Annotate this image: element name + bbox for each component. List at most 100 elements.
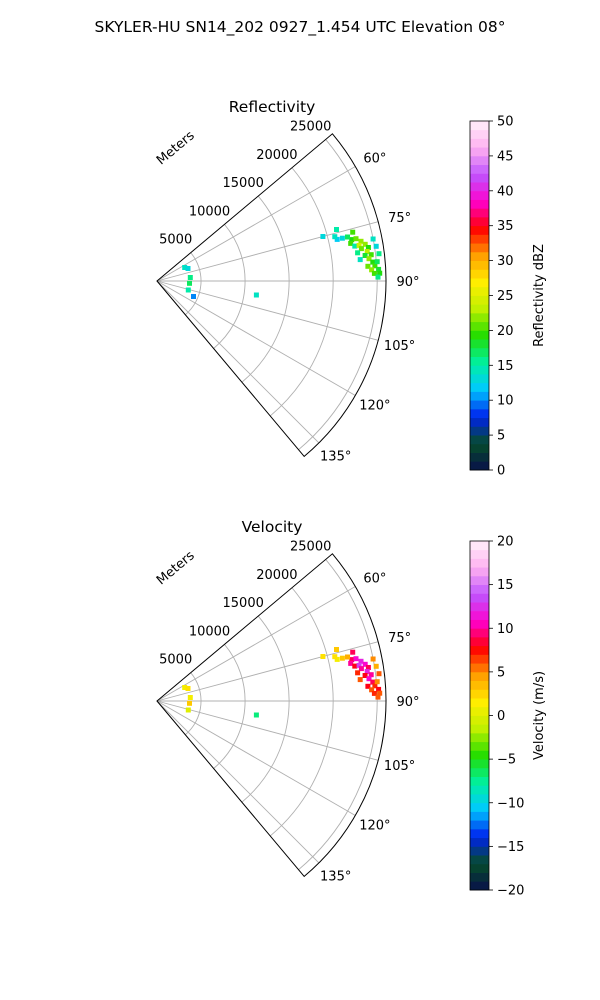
reflectivity-colorbar-label: Reflectivity dBZ [532, 244, 547, 347]
echo-gate [339, 655, 345, 661]
velocity-range-axis-label: Meters [154, 548, 198, 588]
colorbar-band [470, 330, 489, 340]
colorbar-band [470, 382, 489, 392]
range-tick-label: 25000 [290, 540, 331, 555]
echo-gate [320, 654, 326, 659]
colorbar-band [470, 750, 489, 760]
range-ring [269, 167, 334, 417]
echo-gate [370, 259, 376, 265]
colorbar-band [470, 225, 489, 235]
echo-gate [320, 234, 326, 239]
colorbar-band [470, 872, 489, 882]
velocity-colorbar-label: Velocity (m/s) [532, 671, 547, 760]
colorbar-band [470, 121, 489, 131]
colorbar-band [470, 461, 489, 471]
colorbar-band [470, 147, 489, 157]
echo-gate [377, 690, 383, 696]
colorbar-band [470, 435, 489, 445]
colorbar-band [470, 645, 489, 655]
reflectivity-colorbar: 0 5 10 15 20 25 30 35 40 45 50 [469, 115, 514, 479]
echo-gate [334, 227, 339, 232]
echo-gate [369, 267, 375, 273]
colorbar-tick-label: 15 [497, 578, 514, 593]
range-tick-label: 15000 [223, 176, 264, 191]
velocity-polar-grid [156, 559, 386, 871]
echo-gate [373, 243, 379, 249]
colorbar-band [470, 863, 489, 873]
echo-gate [356, 242, 362, 248]
echo-gate [348, 240, 354, 246]
echo-gate [362, 241, 368, 247]
echo-gate [364, 249, 370, 254]
sector-outline [156, 553, 387, 878]
colorbar-tick-label: 5 [497, 665, 505, 680]
echo-gate [185, 707, 191, 713]
colorbar-band [470, 654, 489, 664]
reflectivity-polar-frame [156, 133, 387, 458]
colorbar-band [470, 584, 489, 594]
colorbar-band [470, 820, 489, 830]
range-tick-label: 25000 [290, 120, 331, 135]
range-ring [241, 615, 290, 803]
azimuth-tick-label: 60° [363, 572, 386, 587]
colorbar-band [470, 374, 489, 384]
colorbar-tick-label: −5 [497, 753, 516, 768]
echo-gate [366, 676, 372, 682]
range-ring [298, 559, 378, 871]
echo-gate [376, 686, 382, 692]
echo-gate [334, 647, 339, 652]
echo-gate [349, 237, 355, 243]
colorbar-band [470, 216, 489, 227]
colorbar-band [470, 278, 489, 288]
colorbar-band [470, 251, 489, 262]
velocity-colorbar: −20 −15 −10 −5 0 5 10 15 20 [469, 535, 524, 899]
colorbar-band [470, 575, 489, 586]
velocity-polar-frame [156, 553, 387, 878]
colorbar-band [470, 400, 489, 410]
azimuth-tick-label: 135° [320, 450, 351, 465]
azimuth-tick-label: 75° [388, 631, 411, 646]
colorbar-band [470, 426, 489, 436]
colorbar-band [470, 138, 489, 148]
colorbar-tick-label: 25 [497, 289, 514, 304]
colorbar-band [470, 715, 489, 725]
colorbar-tick-label: 30 [497, 254, 514, 269]
colorbar-band [470, 443, 489, 453]
colorbar-band [470, 881, 489, 891]
azimuth-spoke [156, 280, 320, 444]
colorbar-band [470, 811, 489, 821]
colorbar-band [470, 698, 489, 708]
colorbar-band [470, 619, 489, 629]
echo-gate [185, 287, 191, 293]
echo-gate [362, 673, 368, 678]
echo-gate [364, 669, 370, 674]
azimuth-spoke [156, 700, 356, 816]
echo-gate [365, 263, 371, 269]
azimuth-tick-label: 75° [388, 211, 411, 226]
colorbar-tick-label: 35 [497, 219, 514, 234]
colorbar-band [470, 541, 489, 551]
echo-gate [376, 266, 382, 272]
echo-gate [345, 654, 350, 660]
reflectivity-panel: Reflectivity 5000 10000 15000 20000 25000 60… [154, 98, 547, 479]
echo-gate [353, 236, 359, 242]
colorbar-band [470, 732, 489, 743]
reflectivity-title: Reflectivity [229, 98, 316, 116]
colorbar-band [470, 846, 489, 856]
figure-title: SKYLER-HU SN14_202 0927_1.454 UTC Elevat… [95, 18, 506, 37]
colorbar-tick-label: 0 [497, 709, 505, 724]
azimuth-spoke [156, 700, 379, 761]
range-tick-label: 10000 [189, 204, 230, 219]
echo-gate [191, 294, 196, 299]
azimuth-tick-label: 60° [363, 152, 386, 167]
colorbar-tick-label: 20 [497, 324, 514, 339]
colorbar-band [470, 295, 489, 305]
velocity-panel: Velocity 5000 10000 15000 20000 25000 60° 75°… [154, 518, 547, 899]
echo-gate [370, 679, 376, 685]
colorbar-tick-label: 5 [497, 429, 505, 444]
echo-gate [334, 656, 340, 662]
azimuth-tick-label: 105° [384, 339, 415, 354]
echo-gate [371, 270, 377, 276]
colorbar-band [470, 129, 489, 139]
echo-gate [362, 253, 368, 258]
